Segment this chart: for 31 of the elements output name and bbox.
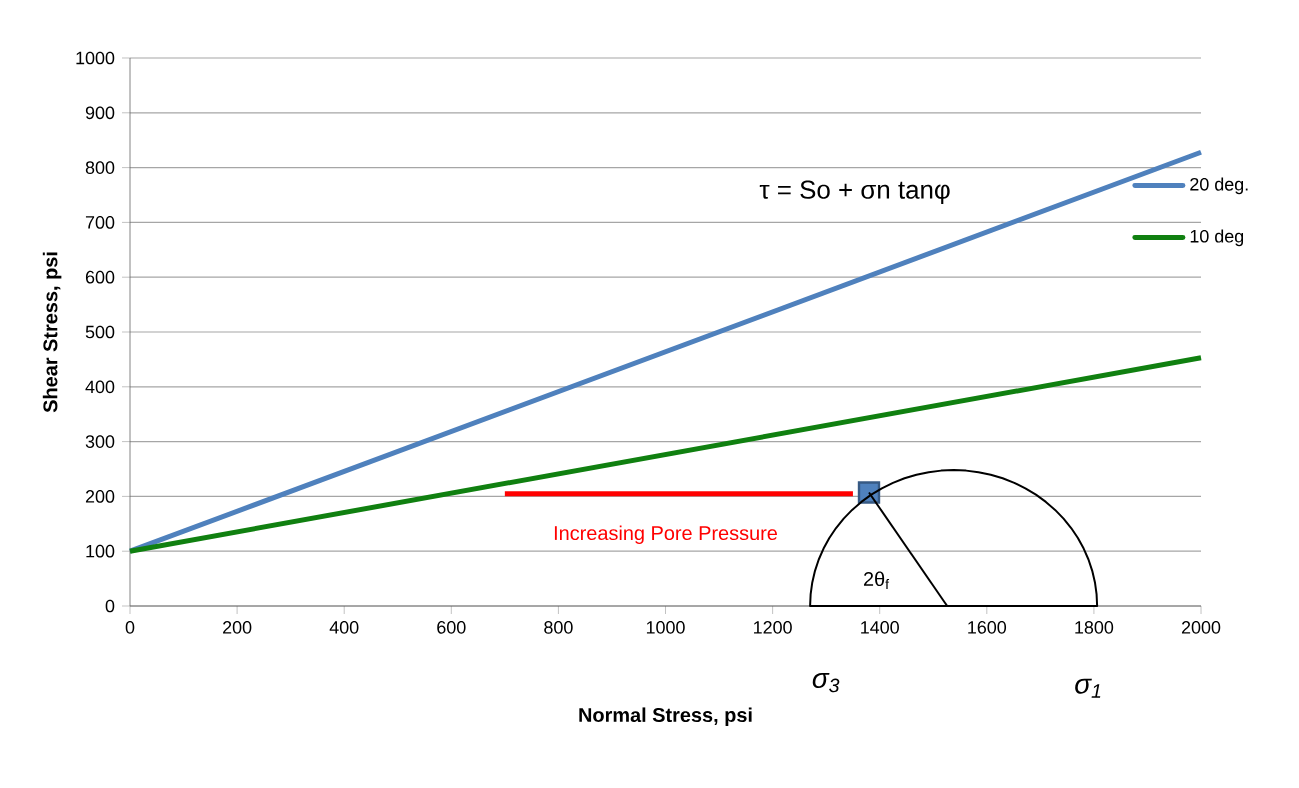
legend-label: 10 deg (1190, 229, 1244, 247)
y-tick-label: 300 (85, 435, 115, 448)
y-axis-title: Shear Stress, psi (42, 252, 62, 413)
legend-label: 20 deg. (1190, 177, 1248, 195)
annotation: 2θ$_{f}$ (863, 571, 890, 590)
x-tick-label: 600 (437, 621, 466, 634)
y-tick-label: 800 (85, 161, 115, 174)
x-tick-label: 2000 (1181, 621, 1221, 634)
y-tick-label: 600 (85, 270, 115, 284)
text: σ$_{3}$ (812, 673, 840, 693)
annotation: τ = So + σn tanφ (759, 180, 950, 204)
y-tick-label: 700 (85, 216, 115, 229)
x-tick-label: 0 (125, 621, 135, 634)
y-tick-label: 900 (85, 106, 115, 120)
y-tick-label: 200 (85, 490, 115, 503)
text: σ$_{1}$ (1075, 678, 1101, 698)
annotation: Increasing Pore Pressure (554, 525, 777, 545)
x-tick-label: 200 (223, 621, 252, 634)
x-tick-label: 800 (544, 621, 573, 634)
y-tick-label: 1000 (76, 51, 115, 65)
x-tick-label: 1200 (754, 621, 792, 634)
x-tick-label: 1800 (1075, 621, 1114, 634)
y-tick-label: 100 (86, 544, 115, 558)
x-tick-label: 1000 (646, 621, 685, 634)
x-axis-title: Normal Stress, psi (579, 707, 752, 726)
y-tick-label: 500 (85, 325, 115, 339)
y-tick-label: 0 (105, 599, 115, 613)
y-tick-label: 400 (85, 380, 115, 394)
x-tick-label: 1400 (861, 621, 899, 634)
x-tick-label: 1600 (968, 621, 1007, 634)
x-tick-label: 400 (329, 621, 359, 634)
